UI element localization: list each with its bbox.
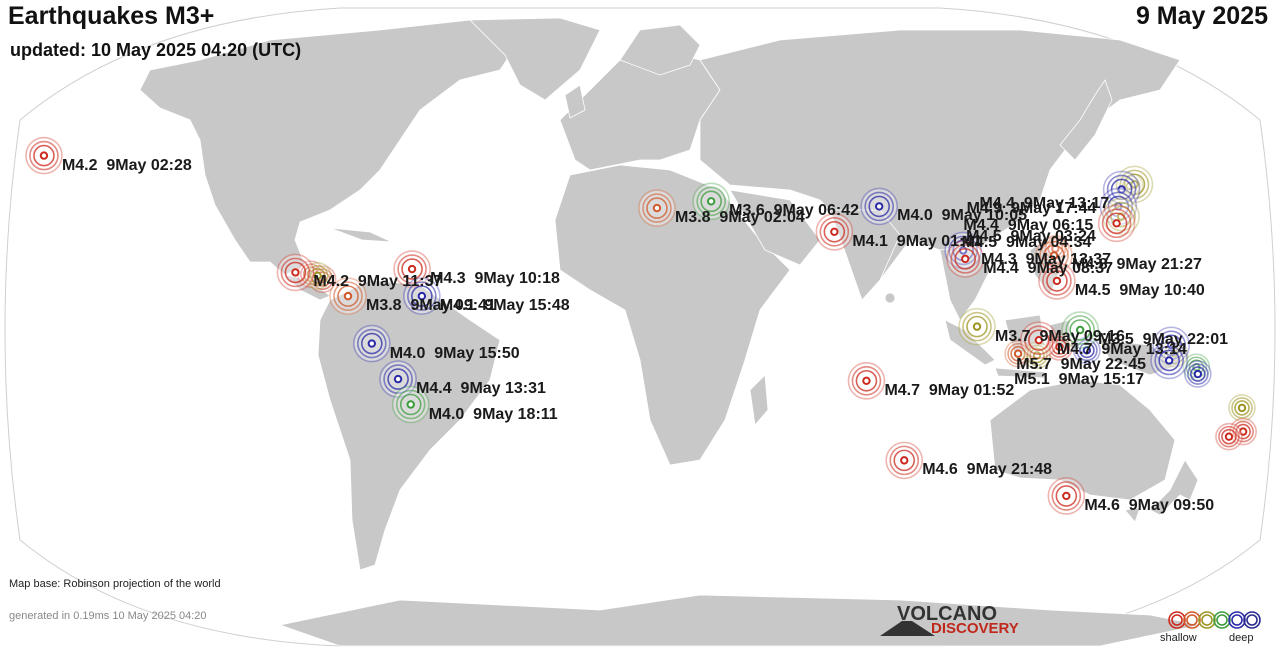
quake-marker[interactable]	[638, 189, 676, 227]
australia	[989, 379, 1176, 501]
quake-label[interactable]: M4.2 9May 02:28	[61, 156, 192, 174]
quake-label[interactable]: M4.0 9May 10:05	[897, 207, 1028, 225]
legend-ring	[1168, 611, 1186, 629]
quake-label[interactable]: M4.1 9May 01:41	[852, 232, 983, 250]
quake-marker[interactable]	[1184, 360, 1212, 388]
legend-ring	[1198, 611, 1216, 629]
quake-marker[interactable]	[946, 240, 985, 278]
quake-label[interactable]: M3.8 9May 09:41	[365, 297, 496, 315]
discovery-logo-text[interactable]: DISCOVERY	[931, 620, 1019, 637]
legend-deep-label: deep	[1229, 632, 1254, 644]
generated-note: generated in 0.19ms 10 May 2025 04:20	[9, 610, 207, 622]
updated-timestamp: updated: 10 May 2025 04:20 (UTC)	[10, 40, 302, 60]
quake-label[interactable]: M5.1 9May 15:17	[1014, 371, 1144, 389]
quake-marker[interactable]	[1038, 262, 1076, 300]
uk	[564, 84, 586, 119]
java	[994, 367, 1046, 379]
quake-label[interactable]: M4.1 9May 15:48	[439, 297, 570, 315]
quake-label[interactable]: M5.7 9May 22:45	[1016, 356, 1147, 374]
legend-shallow-label: shallow	[1160, 632, 1197, 644]
legend-ring	[1186, 614, 1198, 626]
new-zealand	[1149, 459, 1199, 516]
quake-label[interactable]: M4.6 9May 21:48	[922, 461, 1053, 479]
quake-label[interactable]: M4.0 9May 18:11	[428, 405, 558, 423]
japan	[1059, 79, 1113, 161]
depth-legend	[1168, 611, 1261, 629]
quake-label[interactable]: M4.3 9May 10:18	[430, 270, 560, 288]
quake-marker[interactable]	[276, 253, 315, 292]
quake-label[interactable]: M3.5 9May 22:01	[1098, 331, 1229, 348]
sumatra	[944, 319, 996, 366]
quake-marker[interactable]	[958, 307, 996, 346]
legend-ring	[1216, 614, 1228, 626]
quake-label[interactable]: M3.7 9May 09:16	[995, 327, 1125, 345]
quake-marker[interactable]	[885, 441, 924, 480]
legend-ring	[1231, 614, 1243, 626]
quake-marker[interactable]	[1047, 477, 1086, 515]
scandinavia	[619, 24, 701, 76]
quake-label[interactable]: M4.5 9May 10:40	[1074, 281, 1205, 299]
quake-label[interactable]: M4.4 9May 06:15	[963, 217, 1094, 235]
quake-marker[interactable]	[403, 277, 441, 315]
madagascar	[749, 374, 769, 426]
date-heading: 9 May 2025	[1135, 2, 1268, 30]
landmasses	[139, 17, 1201, 647]
volcano-logo-icon	[880, 621, 935, 636]
volcano-logo-text[interactable]: VOLCANO	[897, 603, 997, 625]
quake-label[interactable]: M4.2 9May 11:37	[313, 273, 443, 291]
legend-ring	[1201, 614, 1213, 626]
quake-marker[interactable]	[860, 187, 898, 226]
quake-marker[interactable]	[393, 250, 431, 288]
arabia	[729, 189, 821, 266]
quake-marker[interactable]	[1150, 341, 1188, 380]
quake-label[interactable]: M4.4 9May 08:37	[983, 259, 1114, 277]
sri-lanka	[884, 292, 896, 304]
quake-marker[interactable]	[353, 324, 391, 363]
quake-label[interactable]: M4.5 9May 04:34	[961, 234, 1092, 252]
quake-marker[interactable]	[1097, 204, 1136, 243]
quake-marker[interactable]	[1229, 417, 1257, 446]
quake-label[interactable]: M4.4 9May 13:17	[979, 195, 1110, 213]
quake-label[interactable]: M4.5 9May 03:24	[966, 227, 1096, 245]
quake-markers	[25, 136, 1257, 515]
quake-marker[interactable]	[329, 277, 367, 315]
quake-marker[interactable]	[303, 262, 332, 290]
quake-marker[interactable]	[1061, 311, 1099, 349]
quake-marker[interactable]	[692, 182, 730, 221]
quake-label[interactable]: M4.0 9May 15:50	[389, 344, 520, 362]
legend-ring	[1246, 614, 1258, 626]
quake-marker[interactable]	[25, 136, 63, 175]
quake-label[interactable]: M4.7 9May 01:52	[884, 381, 1015, 399]
legend-ring	[1171, 614, 1183, 626]
greenland	[469, 17, 601, 101]
quake-marker[interactable]	[1035, 236, 1073, 275]
tasmania	[1124, 507, 1141, 523]
quake-marker[interactable]	[1004, 339, 1032, 368]
legend-ring	[1183, 611, 1201, 629]
quake-marker[interactable]	[847, 361, 886, 400]
quake-marker[interactable]	[1020, 321, 1058, 359]
quake-marker[interactable]	[1228, 394, 1256, 422]
quake-label[interactable]: M4.3 9May 13:37	[981, 251, 1111, 269]
legend-ring	[1213, 611, 1231, 629]
legend-ring	[1228, 611, 1246, 629]
quake-marker[interactable]	[391, 385, 430, 424]
quake-label[interactable]: M4.7 9May 13:14	[1056, 341, 1187, 359]
caribbean	[329, 227, 393, 243]
south-america	[317, 279, 501, 571]
quake-marker[interactable]	[1215, 422, 1243, 451]
quake-label[interactable]: M4.6 9May 09:50	[1084, 496, 1215, 514]
quake-label[interactable]: M3.8 9May 02:04	[674, 209, 805, 227]
quake-label[interactable]: M3.6 9May 06:42	[729, 202, 860, 220]
legend-ring	[1243, 611, 1261, 629]
quake-marker[interactable]	[815, 212, 854, 251]
page-title: Earthquakes M3+	[8, 2, 215, 30]
quake-label[interactable]: M4.8 9May 21:27	[1072, 256, 1202, 274]
quake-label[interactable]: M4.4 9May 13:31	[416, 380, 546, 398]
antarctica	[278, 594, 1201, 647]
map-base-note: Map base: Robinson projection of the wor…	[9, 578, 221, 590]
quake-label[interactable]: M4.9 9May 17:44	[966, 200, 1097, 218]
